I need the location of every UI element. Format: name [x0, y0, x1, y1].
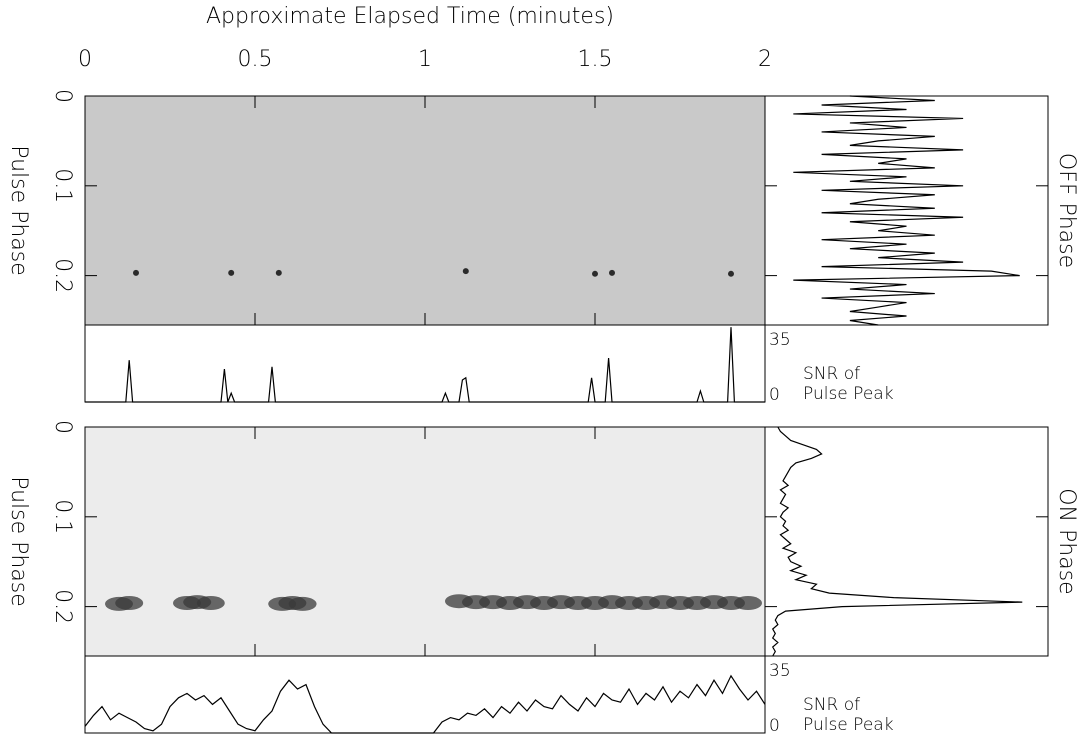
- frame: [764, 426, 1049, 657]
- y-axis-title: Pulse Phase: [6, 476, 31, 607]
- x-tick-label: 2: [758, 47, 772, 72]
- snr-label: SNR of: [803, 364, 860, 384]
- pulse-spot: [592, 270, 598, 277]
- y-tick-label: 35: [769, 330, 791, 350]
- pulse-spot: [288, 596, 317, 611]
- pulse-spot: [275, 269, 282, 276]
- y-tick-label: 35: [769, 661, 791, 681]
- frame: [84, 655, 766, 734]
- x-tick-label: 1.5: [578, 47, 613, 72]
- snr-line: [85, 327, 765, 403]
- frame: [764, 95, 1049, 326]
- y-tick-label: 0: [50, 89, 75, 103]
- pulse-spot: [115, 596, 144, 611]
- y-tick-label: 0.1: [50, 168, 75, 203]
- y-tick-label: 0: [50, 420, 75, 434]
- y-axis-title: Pulse Phase: [6, 145, 31, 276]
- side-label: ON Phase: [1054, 488, 1079, 594]
- heatmap-background: [85, 427, 765, 656]
- side-label: OFF Phase: [1054, 153, 1079, 268]
- frame: [84, 324, 766, 403]
- pulse-spot: [462, 268, 469, 275]
- y-tick-label: 0: [769, 385, 780, 405]
- pulse-spot: [728, 270, 734, 277]
- x-axis-title: Approximate Elapsed Time (minutes): [206, 4, 614, 29]
- pulse-spot: [133, 269, 139, 276]
- x-tick-label: 1: [418, 47, 432, 72]
- y-tick-label: 0.1: [50, 499, 75, 534]
- snr-label: SNR of: [803, 695, 860, 715]
- snr-label: Pulse Peak: [803, 384, 894, 404]
- pulse-spot: [196, 596, 225, 611]
- snr-line: [84, 674, 766, 734]
- y-tick-label: 0: [769, 716, 780, 736]
- snr-label: Pulse Peak: [803, 715, 894, 735]
- pulse-spot: [228, 269, 235, 276]
- pulse-spot: [609, 269, 615, 276]
- x-tick-label: 0: [78, 47, 92, 72]
- y-tick-label: 0.2: [50, 589, 75, 624]
- heatmap-background: [85, 96, 765, 325]
- y-tick-label: 0.2: [50, 258, 75, 293]
- x-tick-label: 0.5: [238, 47, 273, 72]
- profile-line: [771, 426, 1023, 657]
- pulse-spot: [734, 596, 762, 611]
- profile-line: [793, 95, 1020, 326]
